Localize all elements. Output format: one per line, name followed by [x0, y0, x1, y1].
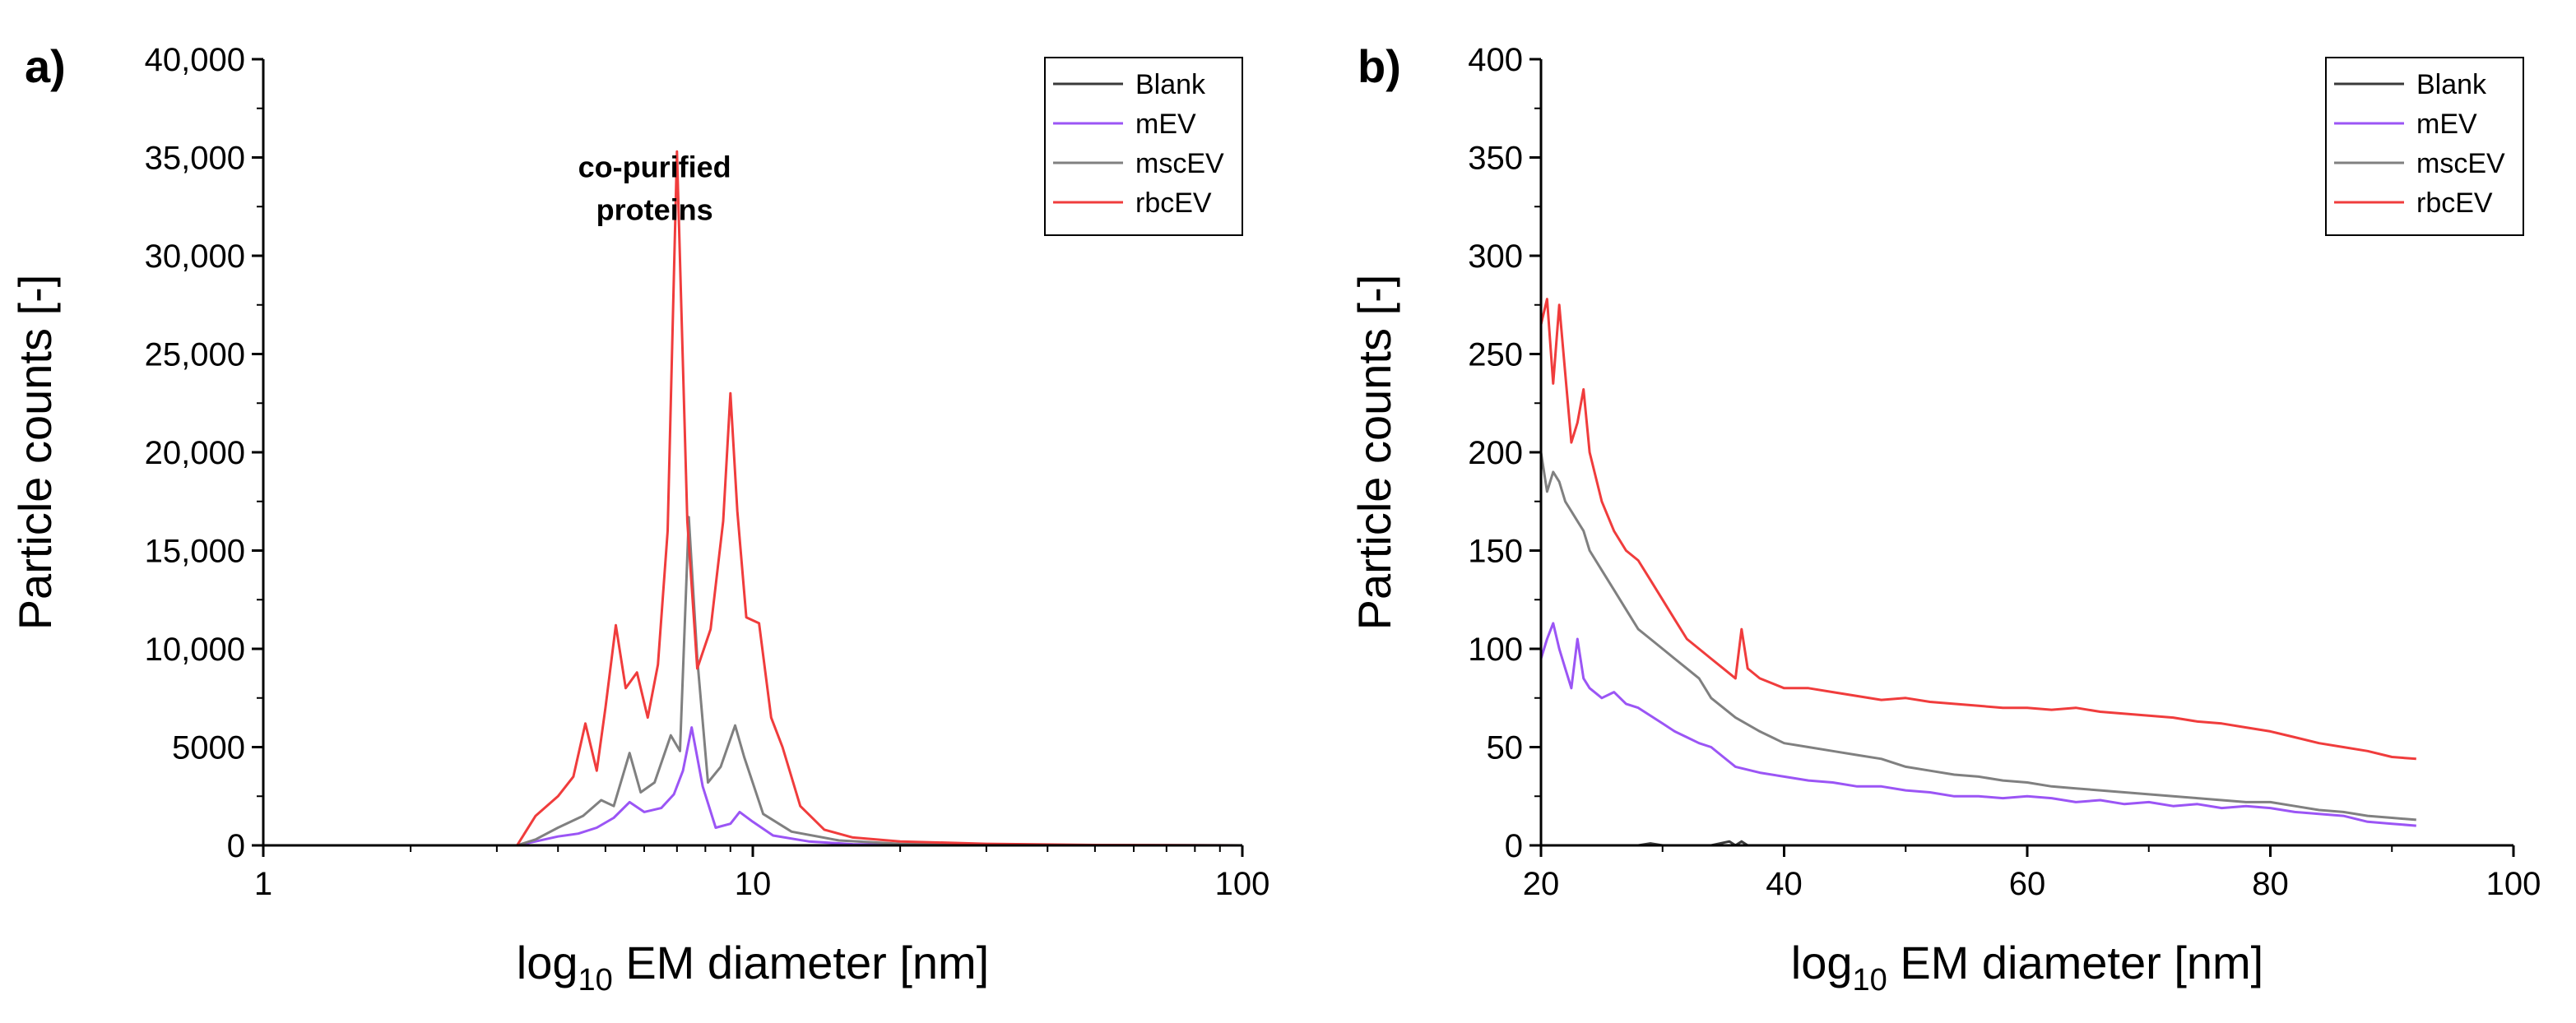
x-tick-label: 20: [1523, 866, 1560, 902]
x-axis-title: log10 EM diameter [nm]: [1791, 937, 2263, 998]
y-tick-label: 150: [1468, 534, 1523, 570]
legend-label-rbcev: rbcEV: [2416, 187, 2493, 219]
legend-label-mscev: mscEV: [2416, 148, 2505, 179]
annotation-co-purified-proteins: proteins: [596, 192, 713, 226]
x-tick-label: 1: [254, 866, 272, 902]
series-line-mscev: [517, 516, 1243, 847]
legend-label-mev: mEV: [1135, 109, 1196, 140]
x-tick-label: 10: [735, 866, 772, 902]
legend: [1044, 57, 1243, 236]
x-tick-label: 100: [2486, 866, 2541, 902]
legend-label-rbcev: rbcEV: [1135, 187, 1212, 219]
series-line-mev: [517, 726, 1243, 847]
y-tick-label: 25,000: [145, 337, 245, 373]
y-tick-label: 200: [1468, 435, 1523, 471]
panel-a: a) 0 5000 10,000 15,000 20,000 25,000 30,000 35,…: [9, 40, 1269, 998]
y-tick-label: 30,000: [145, 238, 245, 275]
y-tick-label: 400: [1468, 42, 1523, 78]
y-axis-title: Particle counts [-]: [1348, 275, 1400, 631]
y-tick-label: 10,000: [145, 632, 245, 668]
series-line-rbcev: [516, 150, 1243, 847]
y-tick-label: 0: [227, 828, 245, 864]
x-tick-label: 60: [2009, 866, 2046, 902]
series-line-rbcev: [1539, 298, 2416, 761]
panel-label: a): [25, 40, 66, 92]
legend-label-blank: Blank: [2416, 69, 2487, 100]
panel-b: b) 0 50 100 150 200 250 300 350 400 20 40 60 80 100 log…: [1348, 40, 2541, 998]
x-tick-label: 100: [1215, 866, 1270, 902]
legend: [2325, 57, 2524, 236]
y-tick-label: 50: [1487, 730, 1524, 766]
y-tick-label: 15,000: [145, 534, 245, 570]
y-tick-label: 0: [1505, 828, 1523, 864]
legend-label-mscev: mscEV: [1135, 148, 1224, 179]
y-tick-label: 40,000: [145, 42, 245, 78]
x-tick-label: 80: [2252, 866, 2289, 902]
y-tick-label: 35,000: [145, 141, 245, 177]
annotation-co-purified-proteins: co-purified: [578, 150, 731, 183]
x-axis-title: log10 EM diameter [nm]: [517, 937, 989, 998]
y-tick-label: 100: [1468, 632, 1523, 668]
panel-label: b): [1358, 40, 1401, 92]
y-tick-label: 300: [1468, 238, 1523, 275]
y-axis-title: Particle counts [-]: [9, 275, 61, 631]
y-tick-label: 5000: [172, 730, 245, 766]
x-tick-label: 40: [1766, 866, 1803, 902]
series-line-mscev: [1539, 451, 2416, 822]
y-tick-label: 250: [1468, 337, 1523, 373]
legend-label-mev: mEV: [2416, 109, 2477, 140]
y-tick-label: 20,000: [145, 435, 245, 471]
legend-label-blank: Blank: [1135, 69, 1206, 100]
series-line-mev: [1539, 622, 2416, 827]
y-tick-label: 350: [1468, 141, 1523, 177]
